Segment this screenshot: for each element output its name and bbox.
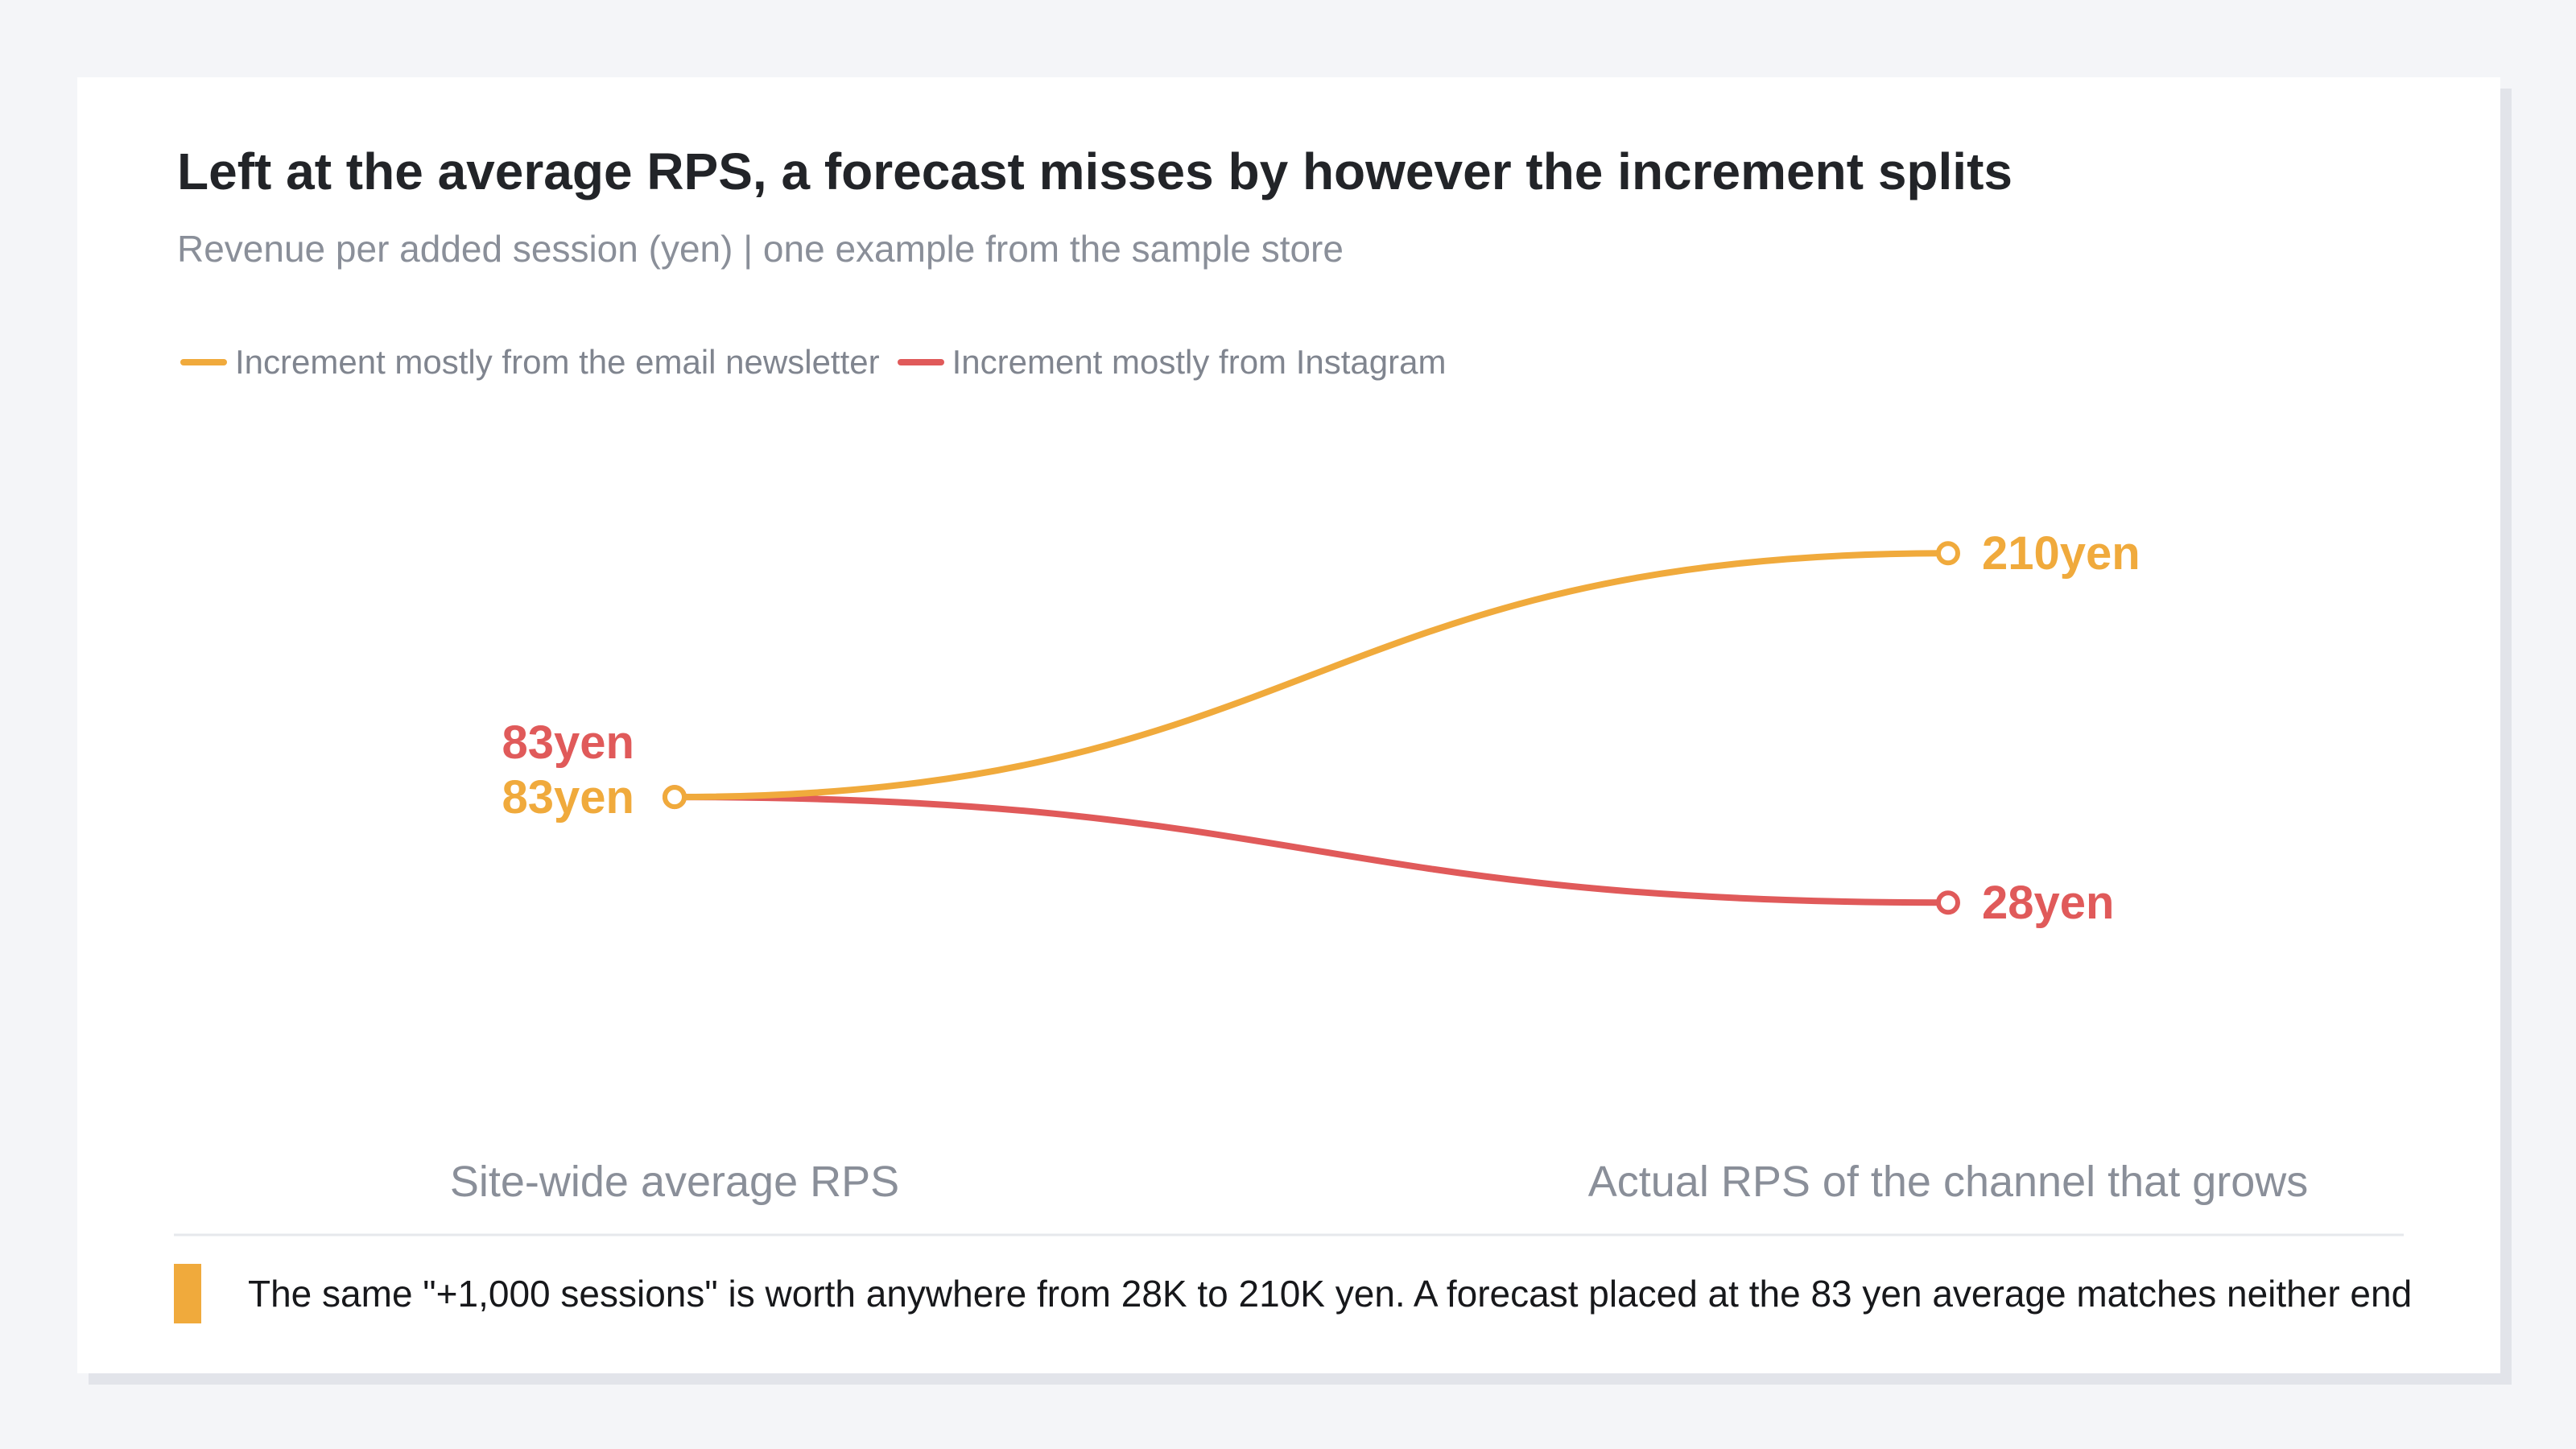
note-text: The same "+1,000 sessions" is worth anyw… [248,1273,2413,1315]
legend-swatch-instagram [897,359,944,365]
data-point [1936,541,1960,566]
data-label-end: 28yen [1982,877,2114,929]
chart-title: Left at the average RPS, a forecast miss… [177,142,2013,200]
legend-swatch-newsletter [180,359,227,365]
chart-note: The same "+1,000 sessions" is worth anyw… [174,1264,2412,1323]
chart-card: Left at the average RPS, a forecast miss… [77,77,2500,1373]
data-label-start: 83yen [502,771,634,824]
legend-label-newsletter: Increment mostly from the email newslett… [235,343,880,381]
data-point [1936,890,1960,915]
legend-item-instagram: Increment mostly from Instagram [897,343,1447,382]
x-category-label: Actual RPS of the channel that grows [1588,1158,2309,1206]
data-point [663,785,687,810]
data-label-end: 210yen [1982,527,2140,580]
x-category-label: Site-wide average RPS [450,1158,899,1206]
note-accent-bar [174,1264,201,1323]
series-line [671,794,1951,906]
chart-subtitle: Revenue per added session (yen) | one ex… [177,228,1344,270]
series-line [671,550,1951,801]
chart-legend: Increment mostly from the email newslett… [180,343,1463,382]
chart-plot: Site-wide average RPS Actual RPS of the c… [174,527,2404,1236]
legend-item-newsletter: Increment mostly from the email newslett… [180,343,880,382]
legend-label-instagram: Increment mostly from Instagram [952,343,1447,381]
data-label-start: 83yen [502,716,634,769]
